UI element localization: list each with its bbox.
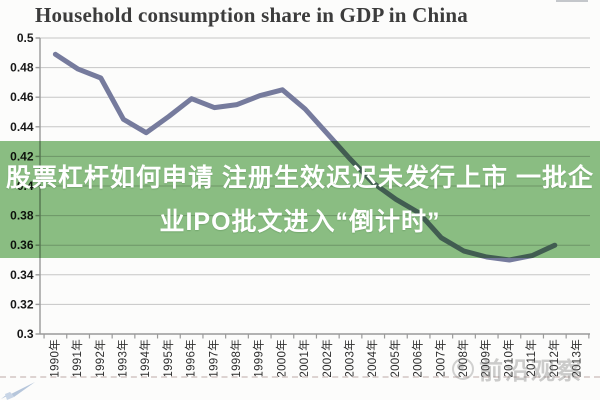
headline-line-2: 业IPO批文进入“倒计时” [159, 207, 441, 236]
svg-text:2005年: 2005年 [388, 339, 402, 378]
svg-text:0.46: 0.46 [10, 90, 34, 104]
svg-text:0.48: 0.48 [10, 61, 34, 75]
svg-text:1995年: 1995年 [161, 339, 175, 378]
svg-text:1992年: 1992年 [93, 339, 107, 378]
svg-text:2006年: 2006年 [411, 339, 425, 378]
svg-text:2012年: 2012年 [547, 339, 561, 378]
bottom-dashed-divider [0, 376, 600, 378]
news-headline[interactable]: 股票杠杆如何申请 注册生效迟迟未发行上市 一批企 业IPO批文进入“倒计时” [0, 141, 600, 258]
svg-text:1997年: 1997年 [206, 339, 220, 378]
svg-text:2002年: 2002年 [320, 339, 334, 378]
news-banner-tint [0, 141, 600, 258]
svg-text:1991年: 1991年 [70, 339, 84, 378]
watermark-logo-icon [452, 357, 474, 380]
x-axis-labels: 1990年 1991年 1992年 1993年 1994年 1995年 1996年 1997年… [47, 339, 583, 378]
watermark-text: 前沿观察 [479, 358, 583, 385]
svg-text:1998年: 1998年 [229, 339, 243, 378]
watermark: 前沿观察 [452, 351, 583, 386]
top-right-border-artifact [556, 0, 588, 2]
svg-text:0.3: 0.3 [17, 327, 34, 341]
svg-text:2009年: 2009年 [479, 339, 493, 378]
svg-text:2003年: 2003年 [343, 339, 357, 378]
svg-text:1999年: 1999年 [252, 339, 266, 378]
svg-text:1993年: 1993年 [116, 339, 130, 378]
headline-line-1: 股票杠杆如何申请 注册生效迟迟未发行上市 一批企 [6, 163, 594, 192]
svg-text:2010年: 2010年 [501, 339, 515, 378]
svg-text:0.32: 0.32 [10, 297, 34, 311]
svg-text:2013年: 2013年 [570, 339, 584, 378]
svg-text:2001年: 2001年 [297, 339, 311, 378]
svg-text:0.44: 0.44 [10, 120, 34, 134]
paper-plane-icon [1, 382, 35, 400]
svg-text:2011年: 2011年 [524, 339, 538, 377]
svg-text:2000年: 2000年 [274, 339, 288, 378]
svg-text:2007年: 2007年 [433, 339, 447, 378]
svg-text:1994年: 1994年 [138, 339, 152, 378]
svg-text:0.5: 0.5 [17, 31, 34, 45]
svg-text:0.34: 0.34 [10, 268, 34, 282]
axis-ticks [35, 37, 590, 339]
svg-text:1990年: 1990年 [47, 339, 61, 378]
svg-text:1996年: 1996年 [184, 339, 198, 378]
page-title: Household consumption share in GDP in Ch… [35, 3, 468, 27]
svg-text:2004年: 2004年 [365, 339, 379, 378]
